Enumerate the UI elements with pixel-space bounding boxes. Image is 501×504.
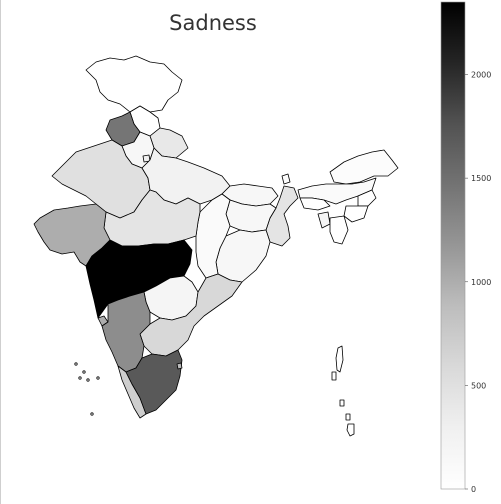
region-jammu-and-kashmir <box>85 55 183 113</box>
india-map <box>33 55 399 437</box>
region-sikkim <box>281 173 291 185</box>
region-arunachal-pradesh <box>329 149 399 185</box>
region-andaman-and-nicobar-islands <box>331 345 355 437</box>
region-tripura <box>317 211 331 229</box>
region-puducherry <box>176 362 183 370</box>
colorbar-tick-label: 0 <box>471 485 476 494</box>
region-nagaland <box>357 189 377 207</box>
colorbar-ticks: 0 500 1000 1500 2000 <box>465 71 491 494</box>
region-chhattisgarh <box>195 193 231 279</box>
colorbar-tick-label: 500 <box>471 381 486 390</box>
region-karnataka <box>101 291 151 373</box>
colorbar-gradient <box>440 1 466 490</box>
colorbar: 0 500 1000 1500 2000 <box>440 1 491 494</box>
chart-title: Sadness <box>169 11 257 35</box>
colorbar-tick-label: 1000 <box>471 278 491 287</box>
colorbar-tick-label: 2000 <box>471 71 491 80</box>
region-mizoram <box>329 215 349 245</box>
region-meghalaya <box>299 197 331 211</box>
region-tamil-nadu <box>125 349 183 415</box>
colorbar-tick-label: 1500 <box>471 174 491 183</box>
region-lakshadweep <box>74 362 100 416</box>
region-manipur <box>343 205 369 223</box>
region-maharashtra <box>85 239 193 319</box>
